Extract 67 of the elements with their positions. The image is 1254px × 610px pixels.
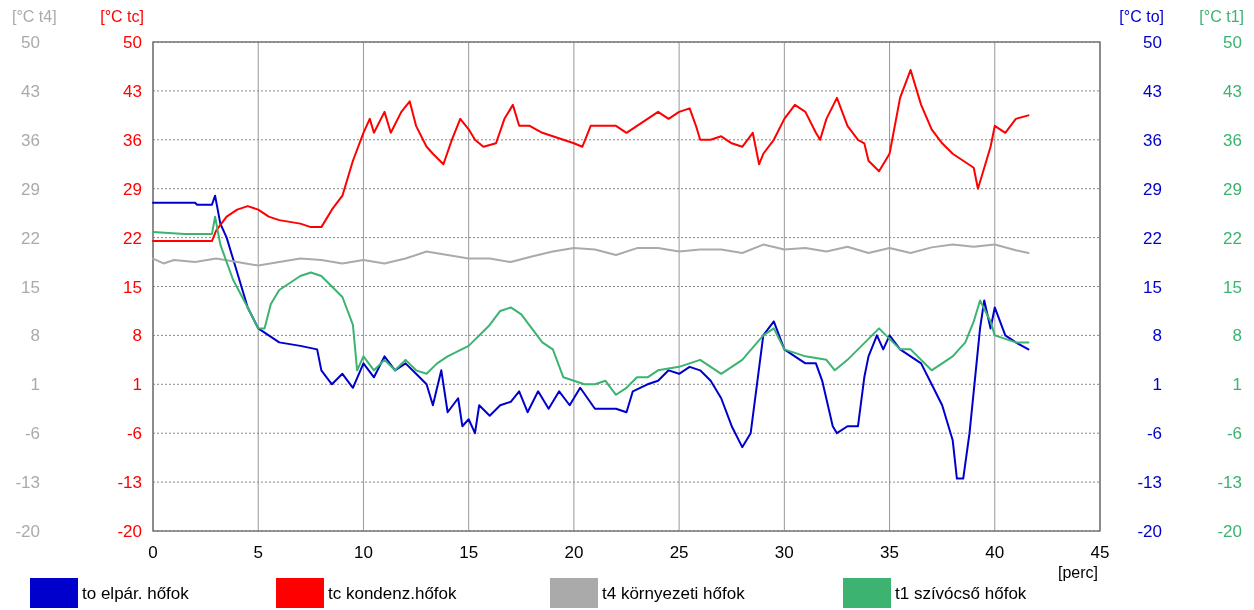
y-tick-label: 29 — [123, 179, 142, 199]
y2-tick-label: 22 — [1143, 228, 1162, 248]
y-tick-label: 8 — [132, 326, 142, 346]
text: 1 — [30, 375, 40, 395]
y2-tick-label: -6 — [1146, 424, 1162, 444]
legend-label: t4 környezeti hőfok — [602, 584, 746, 603]
y2-tick-label: -13 — [1137, 473, 1162, 493]
y3-tick-label: -13 — [1217, 473, 1242, 493]
y-tick-label: -13 — [117, 473, 142, 493]
y2-axis-title: [°C to] — [1119, 8, 1164, 25]
y-tick-label: 43 — [123, 81, 142, 101]
x-tick-label: 5 — [253, 543, 263, 562]
y2-tick-label: 1 — [1152, 375, 1162, 395]
text: -13 — [15, 473, 40, 493]
y3-tick-label: 36 — [1223, 130, 1242, 150]
y-axis-title: [°C tc] — [100, 8, 144, 25]
x-tick-label: 20 — [564, 543, 584, 562]
y-tick-label: 50 — [123, 33, 142, 52]
text: 22 — [21, 228, 40, 248]
y3-tick-label: 43 — [1223, 81, 1242, 101]
y2-tick-label: 36 — [1143, 130, 1162, 150]
y-tick-label: -6 — [126, 424, 142, 444]
y-tick-label: 36 — [123, 130, 142, 150]
y2-tick-label: -20 — [1137, 522, 1162, 541]
y-tick-label: 22 — [123, 228, 142, 248]
y2-tick-label: 43 — [1143, 81, 1162, 101]
legend-label: tc kondenz.hőfok — [328, 584, 458, 603]
y2-tick-label: 50 — [1143, 33, 1162, 52]
y3-axis-title: [°C t1] — [1199, 8, 1244, 25]
x-tick-label: 40 — [985, 543, 1005, 562]
x-tick-label: 25 — [669, 543, 689, 562]
y3-tick-label: 8 — [1232, 326, 1242, 346]
x-tick-label: 35 — [880, 543, 900, 562]
text: -20 — [15, 522, 40, 541]
text: [°C t4] — [12, 8, 57, 25]
y-tick-label: -20 — [117, 522, 142, 541]
text: -6 — [24, 424, 40, 444]
text: 15 — [21, 277, 40, 297]
y3-tick-label: 22 — [1223, 228, 1242, 248]
y3-tick-label: 1 — [1232, 375, 1242, 395]
x-tick-label: 45 — [1090, 543, 1110, 562]
y2-tick-label: 15 — [1143, 277, 1162, 297]
x-tick-label: 10 — [353, 543, 373, 562]
legend-label: to elpár. hőfok — [82, 584, 190, 603]
y3-tick-label: 15 — [1223, 277, 1242, 297]
legend-label: t1 szívócső hőfok — [895, 584, 1027, 603]
line-series — [152, 68, 1030, 243]
text: 50 — [21, 33, 40, 52]
y3-tick-label: 29 — [1223, 179, 1242, 199]
x-tick-label: 15 — [459, 543, 479, 562]
y-tick-label: 1 — [132, 375, 142, 395]
y3-tick-label: 50 — [1223, 33, 1242, 52]
y2-tick-label: 29 — [1143, 179, 1162, 199]
x-axis-title: [perc] — [1057, 564, 1098, 581]
line-series — [152, 243, 1030, 267]
text: 29 — [21, 179, 40, 199]
text: 36 — [21, 130, 40, 150]
y3-tick-label: -20 — [1217, 522, 1242, 541]
y2-tick-label: 8 — [1152, 326, 1162, 346]
x-tick-label: 30 — [774, 543, 794, 562]
x-tick-label: 0 — [148, 543, 158, 562]
y-tick-label: 15 — [123, 277, 142, 297]
text: 8 — [30, 326, 40, 346]
line-series — [152, 194, 1030, 480]
y3-tick-label: -6 — [1226, 424, 1242, 444]
text: 43 — [21, 81, 40, 101]
line-series — [152, 215, 1030, 396]
